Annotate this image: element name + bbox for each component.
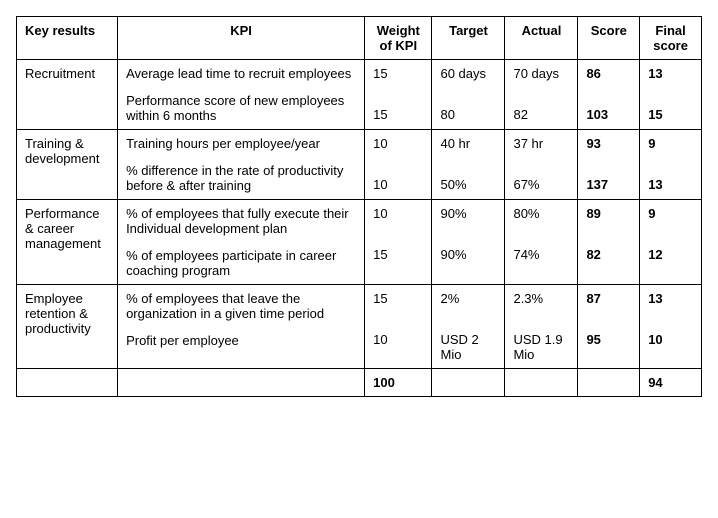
cell-weight: 1015	[365, 200, 432, 285]
col-actual: Actual	[505, 17, 578, 60]
cell-key-results: Performance & career management	[17, 200, 118, 285]
cell-final: 912	[640, 200, 702, 285]
col-weight: Weight of KPI	[365, 17, 432, 60]
col-target: Target	[432, 17, 505, 60]
cell-target: 2%USD 2 Mio	[432, 285, 505, 369]
cell-kpi	[118, 369, 365, 397]
cell-kpi: Training hours per employee/year% differ…	[118, 130, 365, 200]
cell-score: 8795	[578, 285, 640, 369]
cell-score: 93137	[578, 130, 640, 200]
cell-final: 1315	[640, 60, 702, 130]
cell-kpi: % of employees that fully execute their …	[118, 200, 365, 285]
col-score: Score	[578, 17, 640, 60]
cell-key-results	[17, 369, 118, 397]
cell-key-results: Employee retention & productivity	[17, 285, 118, 369]
cell-score: 8982	[578, 200, 640, 285]
cell-weight: 1510	[365, 285, 432, 369]
cell-score: 86103	[578, 60, 640, 130]
table-row: Training & developmentTraining hours per…	[17, 130, 702, 200]
cell-kpi: Average lead time to recruit employeesPe…	[118, 60, 365, 130]
table-row: Employee retention & productivity% of em…	[17, 285, 702, 369]
cell-final: 1310	[640, 285, 702, 369]
col-final: Final score	[640, 17, 702, 60]
cell-target: 90%90%	[432, 200, 505, 285]
cell-weight: 1010	[365, 130, 432, 200]
cell-target: 40 hr50%	[432, 130, 505, 200]
cell-weight: 1515	[365, 60, 432, 130]
cell-weight-total: 100	[365, 369, 432, 397]
cell-score	[578, 369, 640, 397]
table-row: RecruitmentAverage lead time to recruit …	[17, 60, 702, 130]
cell-kpi: % of employees that leave the organizati…	[118, 285, 365, 369]
cell-key-results: Recruitment	[17, 60, 118, 130]
cell-actual: 2.3%USD 1.9 Mio	[505, 285, 578, 369]
cell-target: 60 days80	[432, 60, 505, 130]
col-kpi: KPI	[118, 17, 365, 60]
cell-actual: 80%74%	[505, 200, 578, 285]
col-key-results: Key results	[17, 17, 118, 60]
cell-target	[432, 369, 505, 397]
table-totals-row: 100 94	[17, 369, 702, 397]
table-header-row: Key results KPI Weight of KPI Target Act…	[17, 17, 702, 60]
cell-final-total: 94	[640, 369, 702, 397]
table-row: Performance & career management% of empl…	[17, 200, 702, 285]
kpi-table: Key results KPI Weight of KPI Target Act…	[16, 16, 702, 397]
cell-key-results: Training & development	[17, 130, 118, 200]
cell-actual: 70 days82	[505, 60, 578, 130]
cell-actual	[505, 369, 578, 397]
cell-actual: 37 hr67%	[505, 130, 578, 200]
cell-final: 913	[640, 130, 702, 200]
